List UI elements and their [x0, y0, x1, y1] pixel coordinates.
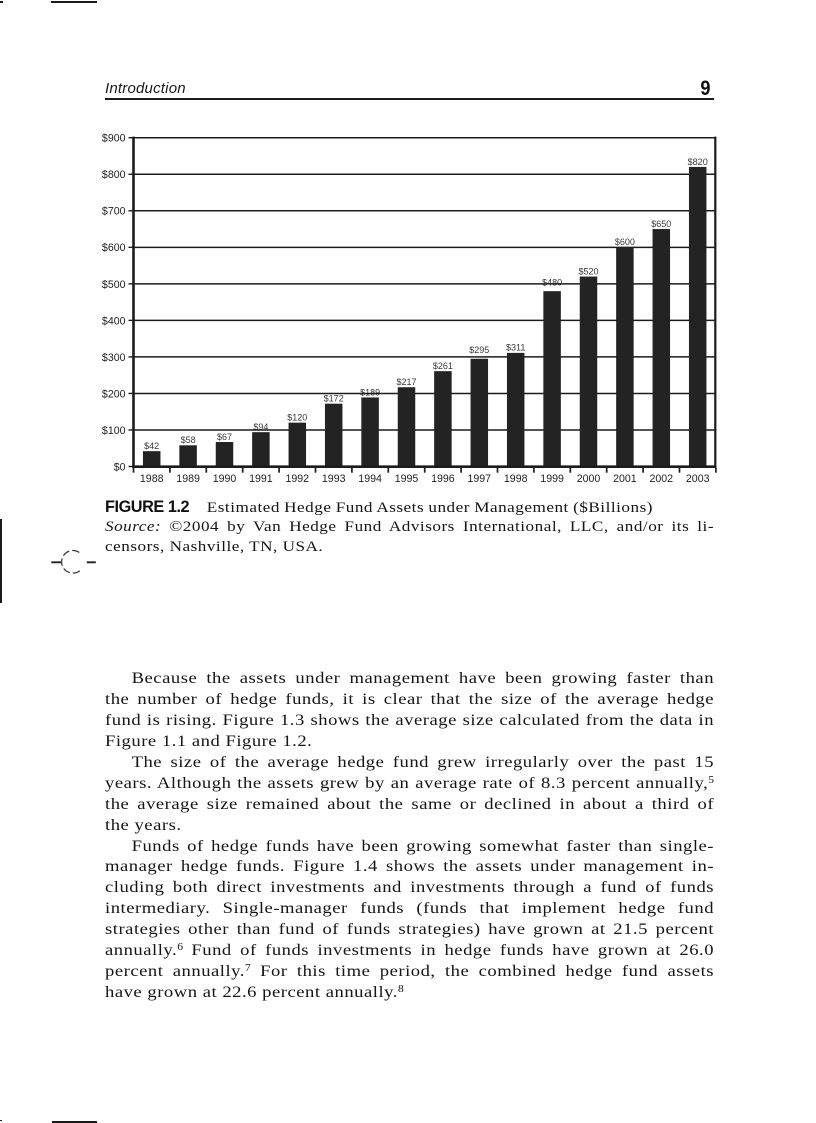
svg-text:$300: $300 — [102, 352, 126, 364]
svg-text:$900: $900 — [102, 133, 126, 145]
svg-text:1991: 1991 — [249, 473, 273, 485]
svg-text:$261: $261 — [433, 361, 453, 371]
svg-text:1988: 1988 — [140, 473, 164, 485]
svg-text:$500: $500 — [102, 279, 126, 291]
svg-text:$600: $600 — [102, 242, 126, 254]
svg-text:1992: 1992 — [286, 473, 310, 485]
svg-text:$311: $311 — [506, 343, 525, 353]
svg-text:1993: 1993 — [322, 473, 346, 485]
svg-text:1999: 1999 — [540, 473, 564, 485]
svg-text:$217: $217 — [396, 377, 416, 387]
svg-text:$480: $480 — [542, 277, 562, 287]
svg-text:$100: $100 — [102, 425, 126, 437]
svg-text:2002: 2002 — [650, 473, 674, 485]
svg-text:$0: $0 — [114, 461, 126, 473]
svg-text:$700: $700 — [102, 206, 126, 218]
svg-text:1994: 1994 — [358, 473, 382, 485]
svg-text:$42: $42 — [144, 441, 159, 451]
svg-text:$400: $400 — [102, 315, 126, 327]
svg-text:1998: 1998 — [504, 473, 528, 485]
svg-text:$520: $520 — [578, 266, 598, 276]
svg-text:2001: 2001 — [613, 473, 637, 485]
svg-text:$800: $800 — [102, 169, 126, 181]
svg-text:$94: $94 — [253, 422, 268, 432]
svg-text:1989: 1989 — [176, 473, 200, 485]
svg-text:$58: $58 — [181, 435, 196, 445]
svg-text:1997: 1997 — [468, 473, 492, 485]
svg-text:$295: $295 — [469, 345, 489, 355]
svg-text:$200: $200 — [102, 388, 126, 400]
svg-text:$120: $120 — [287, 413, 307, 423]
svg-text:$189: $189 — [360, 387, 380, 397]
svg-text:1996: 1996 — [431, 473, 455, 485]
svg-text:$600: $600 — [615, 237, 635, 247]
svg-text:2000: 2000 — [577, 473, 601, 485]
svg-text:$820: $820 — [688, 157, 708, 167]
svg-text:$172: $172 — [324, 394, 344, 404]
svg-text:$650: $650 — [651, 219, 671, 229]
svg-text:1995: 1995 — [395, 473, 419, 485]
svg-text:$67: $67 — [217, 432, 232, 442]
svg-text:1990: 1990 — [213, 473, 237, 485]
svg-text:2003: 2003 — [686, 473, 710, 485]
